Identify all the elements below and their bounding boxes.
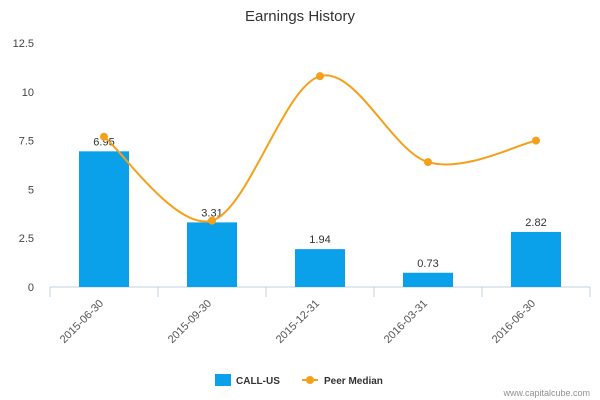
bar (511, 231, 561, 287)
peer-median-point (316, 72, 324, 81)
peer-median-point (532, 136, 540, 145)
bar-series (79, 151, 561, 287)
x-tick-label: 2016-03-31 (382, 298, 430, 346)
bar (403, 272, 453, 287)
y-tick-label: 10 (22, 87, 34, 99)
y-tick-label: 2.5 (19, 233, 34, 245)
y-tick-label: 5 (28, 184, 34, 196)
bar-data-label: 0.73 (417, 258, 438, 270)
x-tick-label: 2015-09-30 (166, 298, 214, 346)
bar-data-labels: 6.95 3.31 1.94 0.73 2.82 (93, 136, 546, 269)
legend-label-peer-median: Peer Median (324, 376, 383, 387)
bar-data-label: 2.82 (525, 217, 546, 229)
legend-label-call-us: CALL-US (236, 376, 280, 387)
peer-median-line (103, 74, 537, 223)
y-tick-label: 0 (28, 282, 34, 294)
legend-swatch-call-us (215, 374, 231, 386)
bar (187, 222, 237, 287)
legend-marker-peer-median (306, 376, 314, 384)
chart-title: Earnings History (245, 8, 356, 25)
y-axis: 0 2.5 5 7.5 10 12.5 (13, 38, 34, 294)
peer-median-point (424, 158, 432, 167)
peer-median-point (100, 132, 108, 141)
x-tick-label: 2015-06-30 (58, 298, 106, 346)
bar-data-label: 6.95 (93, 136, 114, 148)
x-tick-label: 2016-06-30 (490, 298, 538, 346)
y-tick-label: 7.5 (19, 136, 34, 148)
x-tick-label: 2015-12-31 (274, 298, 322, 346)
bar-data-label: 3.31 (201, 207, 222, 219)
legend: CALL-US Peer Median (215, 374, 383, 387)
bar (295, 249, 345, 287)
bar-data-label: 1.94 (309, 234, 330, 246)
source-credit: www.capitalcube.com (502, 388, 590, 398)
bar (79, 151, 129, 287)
peer-median-point (208, 216, 216, 225)
x-axis: 2015-06-30 2015-09-30 2015-12-31 2016-03-31… (49, 287, 591, 346)
y-tick-label: 12.5 (13, 38, 34, 50)
line-series (100, 72, 540, 225)
